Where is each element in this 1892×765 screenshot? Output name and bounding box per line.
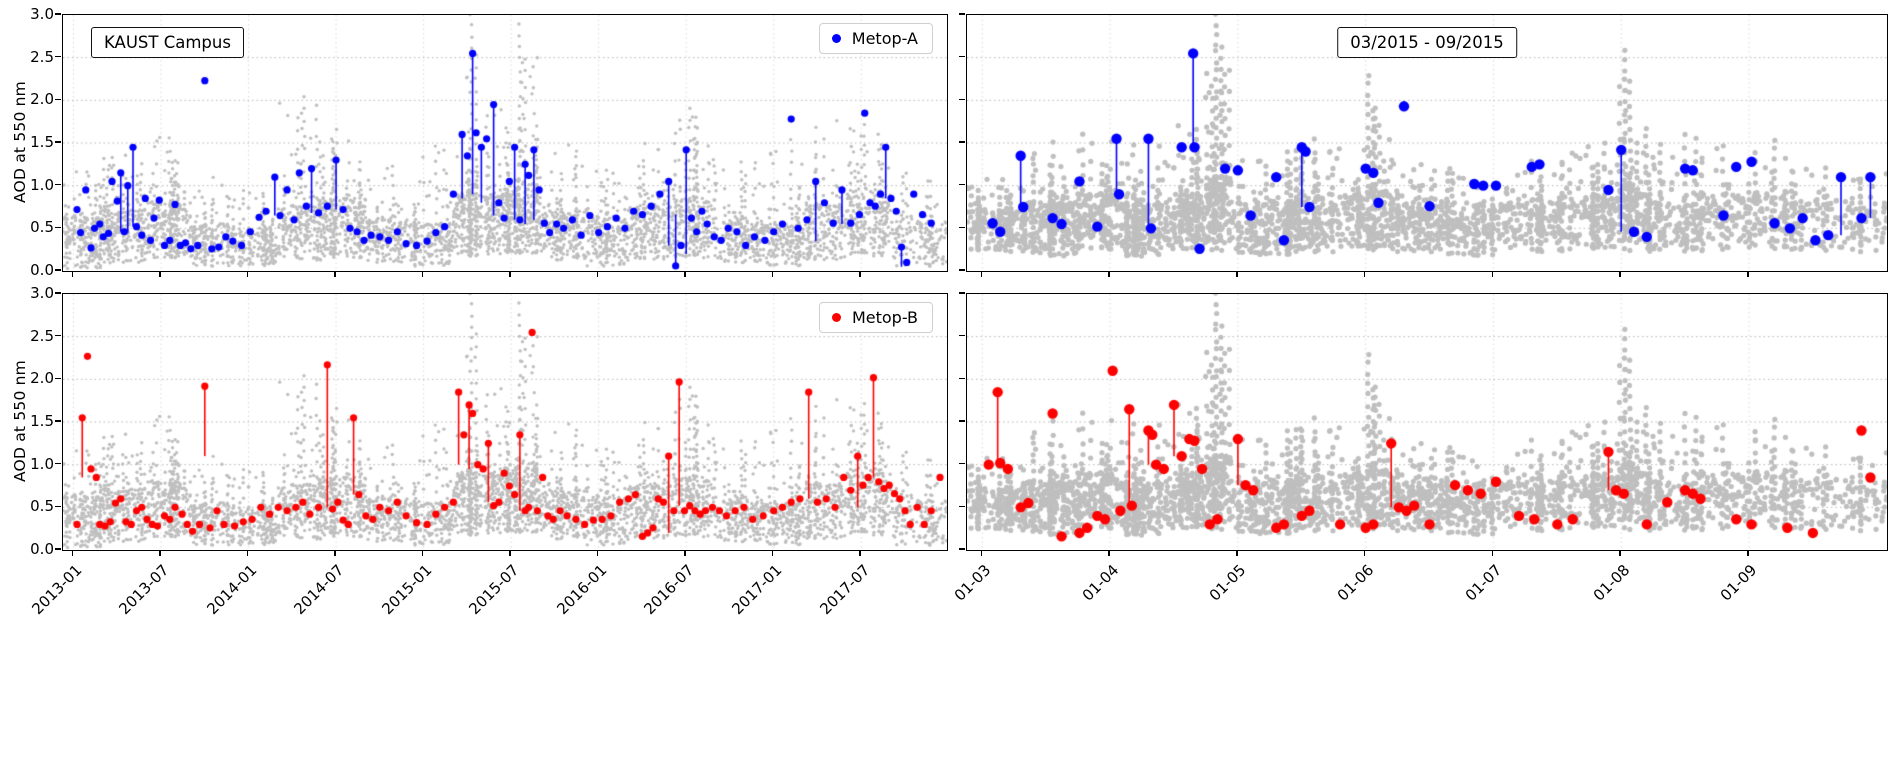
panel-top-right: 03/2015 - 09/2015 <box>966 14 1888 272</box>
y-tickmark <box>959 334 965 337</box>
legend-metop-a: Metop-A <box>818 23 933 54</box>
y-tickmark <box>959 548 965 550</box>
y-tick-label: 1.5 <box>30 412 54 430</box>
x-tickmark <box>596 271 599 277</box>
x-tickmark <box>509 550 511 556</box>
metop-b-marker-icon <box>831 313 841 322</box>
y-tickmark <box>959 98 965 101</box>
period-annotation: 03/2015 - 09/2015 <box>1337 27 1517 58</box>
x-tickmark <box>509 271 511 277</box>
x-tickmark <box>980 550 983 556</box>
y-tickmark <box>959 269 965 271</box>
x-tickmark <box>1491 550 1494 556</box>
y-tickmark <box>959 183 965 186</box>
y-tick-label: 1.0 <box>30 175 54 194</box>
y-tickmark <box>55 462 61 465</box>
x-tickmark <box>1363 550 1366 556</box>
y-tick-label: 1.5 <box>30 133 54 151</box>
metop-a-marker-icon <box>831 34 841 43</box>
y-tickmark <box>55 98 61 101</box>
plot-canvas-bottom-right <box>967 294 1887 550</box>
x-tickmark <box>1619 550 1621 556</box>
panel-bottom-left: Metop-B <box>62 293 948 551</box>
legend-metop-b: Metop-B <box>818 302 933 333</box>
y-tick-label: 3.0 <box>30 284 54 302</box>
legend-label-metop-b: Metop-B <box>851 308 918 327</box>
y-tickmark <box>55 13 61 15</box>
y-tickmark <box>55 548 61 550</box>
y-tick-label: 0.5 <box>30 218 54 237</box>
x-tickmark <box>1236 271 1238 277</box>
y-tick-label: 0.0 <box>30 540 54 558</box>
x-tickmark <box>771 550 774 556</box>
x-tickmark <box>159 271 161 277</box>
y-tickmark <box>55 377 61 380</box>
x-tickmark <box>71 271 74 277</box>
y-tickmark <box>959 377 965 380</box>
y-tickmark <box>959 226 965 229</box>
x-tickmark <box>980 271 983 277</box>
x-tickmark <box>246 271 249 277</box>
x-tickmark <box>596 550 599 556</box>
site-annotation: KAUST Campus <box>91 27 244 58</box>
y-tickmark <box>55 292 61 294</box>
y-tickmark <box>959 55 965 58</box>
legend-label-metop-a: Metop-A <box>851 29 918 48</box>
plot-canvas-bottom-left <box>63 294 947 550</box>
y-tickmark <box>959 462 965 465</box>
x-tickmark <box>71 550 74 556</box>
y-tickmark <box>55 141 61 143</box>
y-tickmark <box>55 420 61 422</box>
y-tick-label: 2.0 <box>30 369 54 388</box>
y-tickmark <box>959 292 965 294</box>
y-tick-label: 3.0 <box>30 5 54 23</box>
x-tickmark <box>1108 271 1110 277</box>
y-tick-label: 2.5 <box>30 47 54 66</box>
x-tickmark <box>1619 271 1621 277</box>
y-tickmark <box>959 420 965 422</box>
y-tick-label: 0.0 <box>30 261 54 279</box>
x-tickmark <box>421 271 424 277</box>
x-tickmark <box>159 550 161 556</box>
x-tickmark <box>684 550 686 556</box>
panel-top-left: KAUST Campus Metop-A <box>62 14 948 272</box>
x-tickmark <box>859 271 861 277</box>
y-tickmark <box>55 226 61 229</box>
x-tickmark <box>859 550 861 556</box>
x-tickmark <box>771 271 774 277</box>
y-tick-label: 2.5 <box>30 326 54 345</box>
y-tickmark <box>55 183 61 186</box>
y-tickmark <box>959 13 965 15</box>
y-tickmark <box>55 334 61 337</box>
x-tickmark <box>1363 271 1366 277</box>
x-tickmark <box>334 550 336 556</box>
x-tickmark <box>1491 271 1494 277</box>
y-tickmark <box>55 55 61 58</box>
x-tickmark <box>1108 550 1110 556</box>
y-tick-label: 2.0 <box>30 90 54 109</box>
y-tickmark <box>959 505 965 508</box>
y-tickmark <box>55 269 61 271</box>
y-tick-label: 0.5 <box>30 497 54 516</box>
x-tickmark <box>1747 550 1749 556</box>
y-tickmark <box>55 505 61 508</box>
y-tick-label: 1.0 <box>30 454 54 473</box>
x-tickmark <box>1236 550 1238 556</box>
x-tickmark <box>334 271 336 277</box>
x-tickmark <box>684 271 686 277</box>
panel-bottom-right <box>966 293 1888 551</box>
y-tickmark <box>959 141 965 143</box>
x-tickmark <box>246 550 249 556</box>
x-tickmark <box>1747 271 1749 277</box>
x-tickmark <box>421 550 424 556</box>
